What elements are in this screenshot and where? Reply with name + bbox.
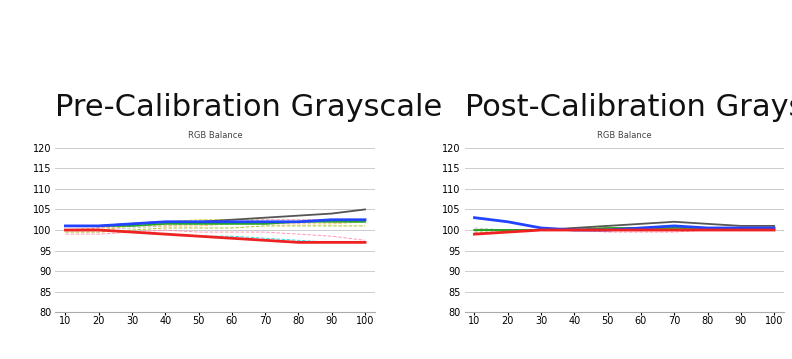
- Text: RGB Balance: RGB Balance: [597, 131, 652, 140]
- Text: RGB Balance: RGB Balance: [188, 131, 242, 140]
- Text: Pre-Calibration Grayscale: Pre-Calibration Grayscale: [55, 93, 443, 122]
- Text: Post-Calibration Grayscale: Post-Calibration Grayscale: [464, 93, 792, 122]
